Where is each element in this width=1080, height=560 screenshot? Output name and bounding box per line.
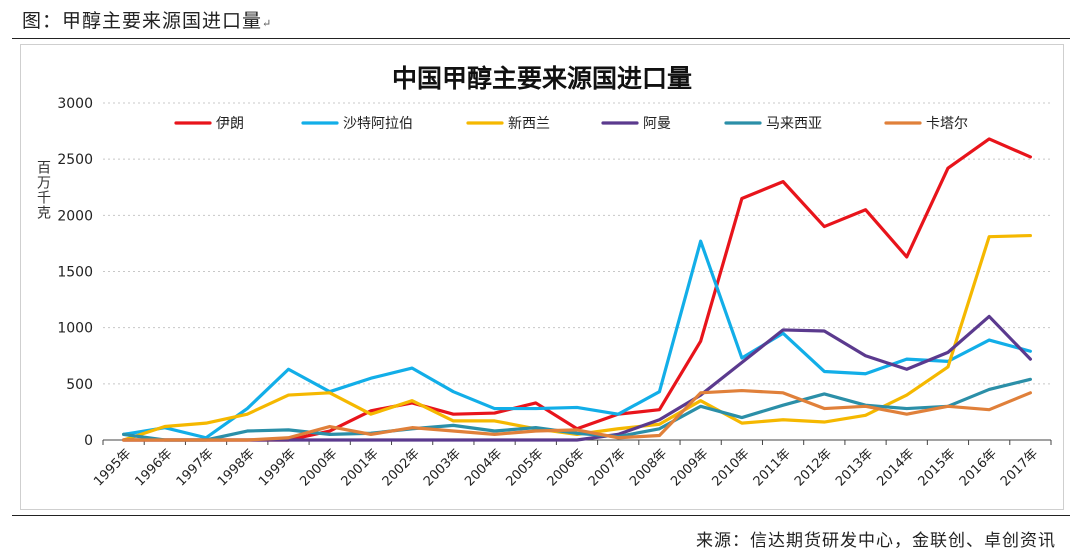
series-line-5 — [122, 388, 1032, 442]
x-tick-label: 2003年 — [421, 446, 464, 489]
legend-label-1: 沙特阿拉伯 — [343, 116, 413, 132]
x-tick-label: 2017年 — [998, 446, 1041, 489]
y-axis-label: 百万千克 — [35, 160, 51, 220]
x-tick-label: 2013年 — [833, 446, 876, 489]
x-tick-label: 2006年 — [545, 446, 588, 489]
caption-text: 图：甲醇主要来源国进口量 — [22, 10, 263, 32]
caption-return-mark: ↵ — [262, 17, 273, 30]
x-tick-label: 2014年 — [874, 446, 917, 489]
x-tick-label: 2007年 — [586, 446, 629, 489]
y-tick-labels: 0 500 1000 1500 2000 2500 3000 — [57, 96, 93, 449]
legend-label-0: 伊朗 — [216, 116, 244, 132]
x-tick-label: 2015年 — [916, 446, 959, 489]
legend-label-2: 新西兰 — [508, 116, 550, 132]
x-tick-label: 2010年 — [709, 446, 752, 489]
y-tick-label: 2500 — [57, 152, 93, 168]
chart-frame: 0 500 1000 1500 2000 2500 3000 1995年 1996年 1997年… — [20, 44, 1064, 510]
x-tick-label: 2009年 — [668, 446, 711, 489]
x-tick-label: 2016年 — [957, 446, 1000, 489]
figure-caption: 图：甲醇主要来源国进口量↵ — [22, 6, 272, 33]
grid-lines — [103, 102, 1051, 385]
y-tick-label: 1500 — [57, 265, 93, 281]
series-line-3 — [122, 314, 1032, 442]
x-tick-label: 1995年 — [91, 446, 134, 489]
y-tick-label: 3000 — [57, 96, 93, 112]
x-tick-labels: 1995年1996年1997年1998年1999年2000年2001年2002年… — [91, 446, 1041, 489]
bottom-rule — [12, 515, 1070, 516]
x-tick-label: 2012年 — [792, 446, 835, 489]
y-tick-label: 2000 — [57, 208, 93, 224]
source-note: 来源：信达期货研发中心，金联创、卓创资讯 — [696, 531, 1056, 551]
top-rule — [12, 38, 1070, 39]
series-line-1 — [122, 239, 1032, 440]
x-tick-label: 2005年 — [503, 446, 546, 489]
legend-label-4: 马来西亚 — [766, 116, 822, 132]
x-tick-label: 2000年 — [297, 446, 340, 489]
y-tick-label: 0 — [84, 433, 93, 449]
series-line-4 — [122, 377, 1032, 442]
x-tick-label: 2008年 — [627, 446, 670, 489]
x-tick-label: 1996年 — [132, 446, 175, 489]
legend-label-3: 阿曼 — [643, 116, 671, 132]
series-line-2 — [122, 233, 1032, 442]
y-tick-label: 1000 — [57, 321, 93, 337]
x-tick-label: 2004年 — [462, 446, 505, 489]
x-tick-label: 1998年 — [215, 446, 258, 489]
x-tick-label: 2001年 — [339, 446, 382, 489]
chart-title: 中国甲醇主要来源国进口量 — [392, 64, 692, 93]
x-tick-label: 1999年 — [256, 446, 299, 489]
y-tick-label: 500 — [66, 377, 93, 393]
legend-label-5: 卡塔尔 — [926, 116, 968, 132]
x-tick-label: 2011年 — [751, 446, 794, 489]
legend: 伊朗 沙特阿拉伯 新西兰 阿曼 马来西亚 卡塔尔 — [174, 116, 968, 132]
x-tick-label: 1997年 — [174, 446, 217, 489]
x-tick-label: 2002年 — [380, 446, 423, 489]
series-lines — [122, 137, 1032, 442]
chart-svg: 0 500 1000 1500 2000 2500 3000 1995年1996年1997年… — [35, 64, 1052, 489]
